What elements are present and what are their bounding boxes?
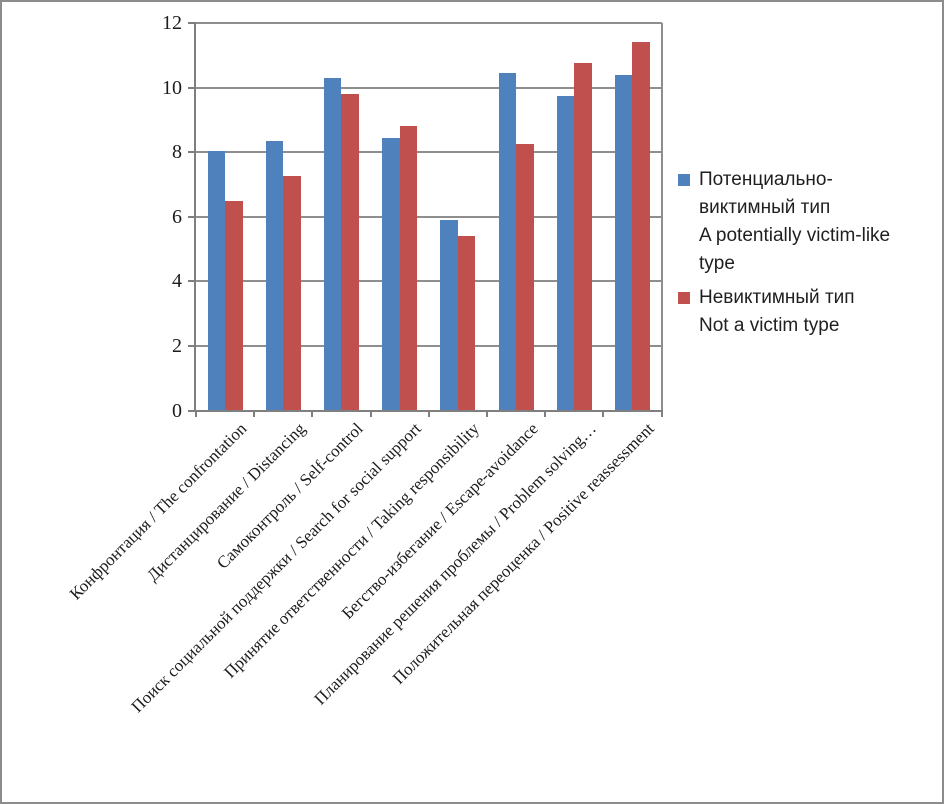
bar-blue	[498, 73, 517, 411]
bar-red	[283, 176, 301, 411]
legend-swatch-red-icon	[678, 292, 690, 304]
plot-right-border	[660, 23, 663, 411]
bar-red	[516, 144, 534, 411]
x-axis-tick	[253, 409, 256, 417]
y-axis-tick	[188, 344, 196, 347]
x-axis-tick	[485, 409, 488, 417]
legend-swatch-blue-icon	[678, 174, 690, 186]
legend-label: Невиктимный тип Not a victim type	[699, 287, 855, 336]
y-axis-tick	[188, 151, 196, 154]
y-axis-label: 4	[172, 270, 182, 293]
bar-red	[457, 236, 476, 411]
bar-red	[225, 200, 243, 411]
y-axis-tick	[188, 409, 196, 412]
y-axis-tick	[188, 22, 196, 24]
bar-red	[632, 42, 650, 411]
gridline	[196, 215, 662, 218]
legend-item-potentially-victim: Потенциально- виктимный тип A potentiall…	[678, 166, 940, 278]
y-axis-tick	[188, 280, 196, 283]
bar-blue	[614, 74, 633, 411]
x-axis-tick	[602, 409, 605, 417]
y-axis-tick	[188, 86, 196, 89]
legend-label: Потенциально- виктимный тип A potentiall…	[699, 169, 891, 274]
x-axis-tick	[660, 409, 663, 417]
gridline	[196, 280, 662, 283]
bar-blue	[323, 77, 342, 411]
x-axis-tick	[195, 409, 197, 417]
y-axis-tick	[188, 215, 196, 218]
x-axis-tick	[311, 409, 314, 417]
y-axis-label: 0	[172, 399, 182, 422]
gridline	[196, 22, 662, 24]
bar-blue	[382, 137, 400, 411]
gridline	[196, 344, 662, 347]
legend-item-not-victim: Невиктимный тип Not a victim type	[678, 284, 940, 340]
y-axis-label: 8	[172, 141, 182, 164]
bar-red	[341, 94, 359, 411]
x-axis-tick	[427, 409, 430, 417]
bar-blue	[556, 95, 575, 411]
x-axis-category-label: Планирование решения проблемы / Problem …	[310, 419, 600, 709]
bar-red	[574, 63, 592, 411]
bar-red	[399, 126, 418, 411]
y-axis-label: 2	[172, 334, 182, 357]
bar-blue	[440, 219, 458, 411]
bar-blue	[265, 140, 284, 411]
y-axis-label: 6	[172, 205, 182, 228]
y-axis-label: 10	[162, 76, 182, 99]
y-axis-line	[194, 23, 196, 411]
gridline	[196, 151, 662, 154]
legend: Потенциально- виктимный тип A potentiall…	[678, 166, 940, 340]
y-axis-label: 12	[162, 12, 182, 34]
x-axis-tick	[544, 409, 547, 417]
bar-blue	[207, 150, 226, 411]
gridline	[196, 86, 662, 89]
x-axis-tick	[369, 409, 372, 417]
